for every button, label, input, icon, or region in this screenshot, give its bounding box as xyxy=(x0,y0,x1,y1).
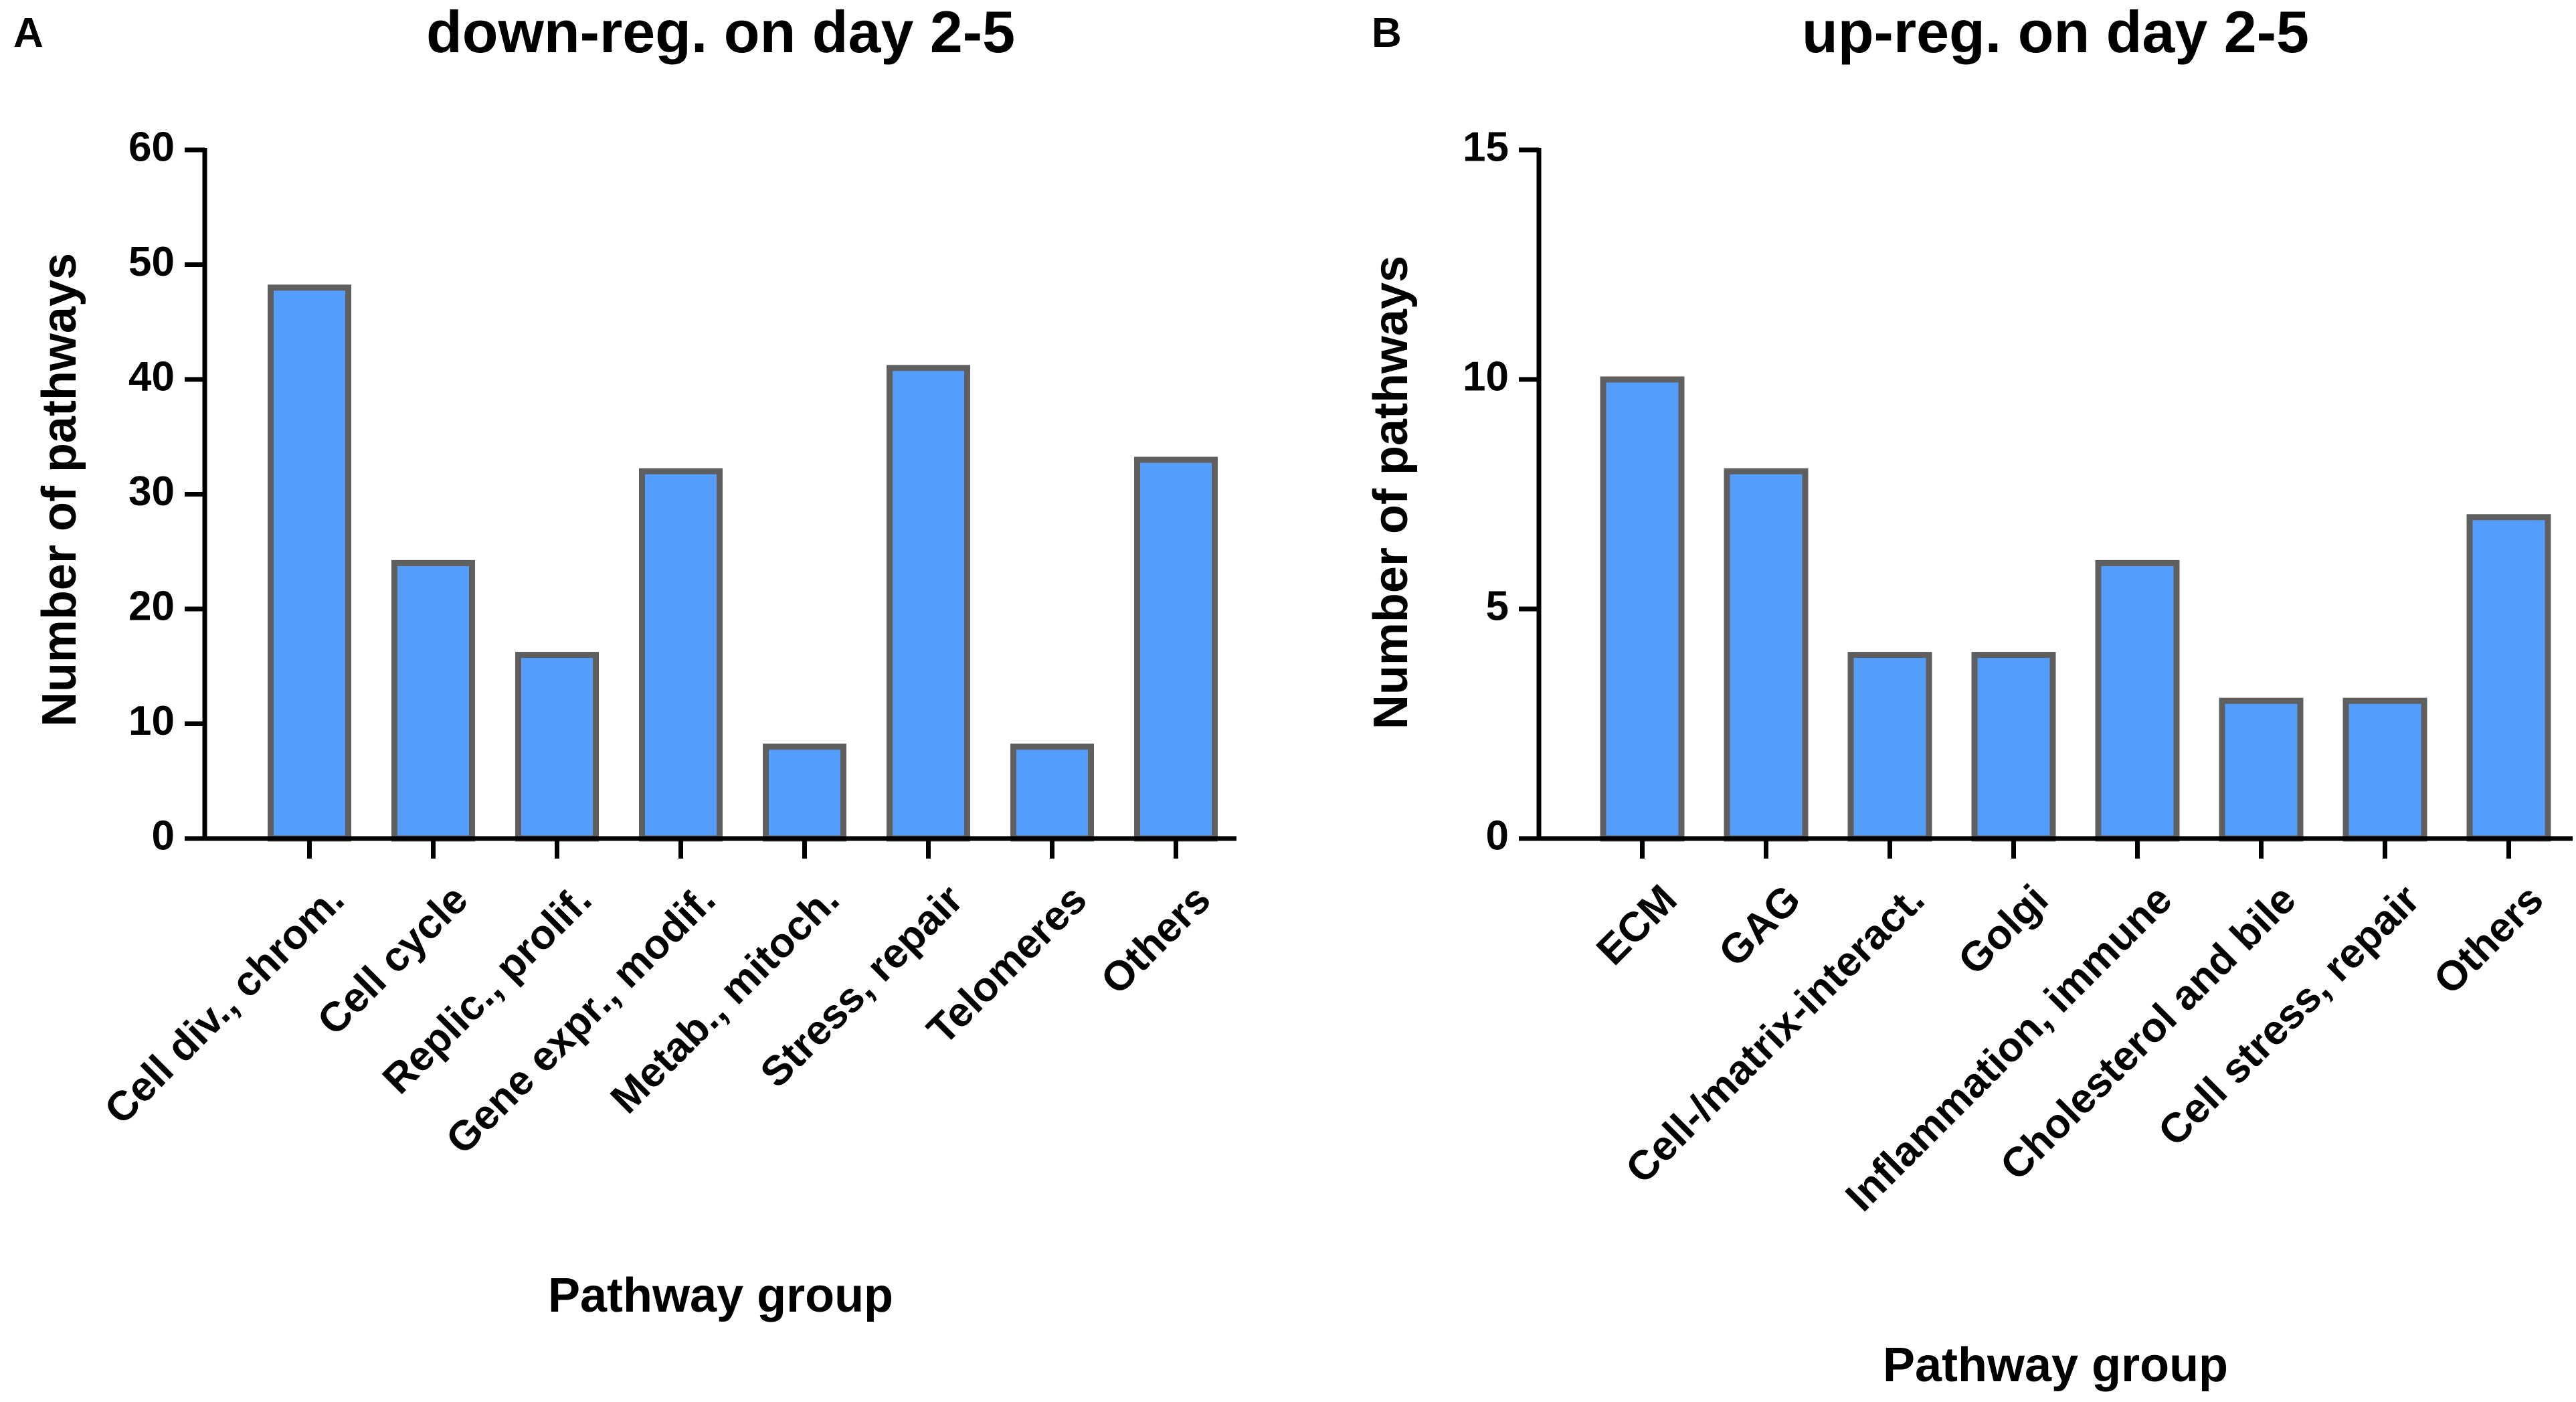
bar-7 xyxy=(1010,743,1094,842)
bar-2 xyxy=(1724,468,1809,842)
y-axis-label: Number of pathways xyxy=(33,253,86,727)
y-tick-label: 50 xyxy=(128,239,175,285)
y-tick-label: 60 xyxy=(128,124,175,170)
bar-7 xyxy=(2342,697,2427,842)
bar-5 xyxy=(2095,559,2180,842)
bar-4 xyxy=(639,468,723,842)
bar-1 xyxy=(268,284,351,842)
bar-8 xyxy=(2466,514,2551,842)
bar-8 xyxy=(1134,456,1218,842)
panel-label: B xyxy=(1372,10,1402,56)
y-tick-label: 0 xyxy=(152,812,175,859)
y-axis-label: Number of pathways xyxy=(1364,256,1418,729)
x-axis-label: Pathway group xyxy=(548,1269,893,1322)
y-tick-label: 0 xyxy=(1486,812,1509,859)
bar-5 xyxy=(763,743,846,842)
y-tick-label: 10 xyxy=(128,698,175,744)
y-tick-label: 5 xyxy=(1486,583,1509,629)
y-tick-label: 15 xyxy=(1463,124,1509,170)
bar-6 xyxy=(2219,697,2304,842)
bar-1 xyxy=(1600,376,1685,842)
y-tick-label: 10 xyxy=(1463,353,1509,400)
bar-3 xyxy=(1847,652,1932,842)
chart-title: down-reg. on day 2-5 xyxy=(426,0,1015,65)
y-tick-label: 20 xyxy=(128,583,175,629)
bar-6 xyxy=(887,365,970,842)
panel-label: A xyxy=(13,10,43,56)
y-tick-label: 40 xyxy=(128,353,175,400)
x-axis-label: Pathway group xyxy=(1883,1338,2228,1392)
y-tick-label: 30 xyxy=(128,468,175,515)
chart-title: up-reg. on day 2-5 xyxy=(1802,0,2309,65)
bar-3 xyxy=(515,652,599,842)
bar-4 xyxy=(1971,652,2056,842)
bar-2 xyxy=(391,559,475,842)
